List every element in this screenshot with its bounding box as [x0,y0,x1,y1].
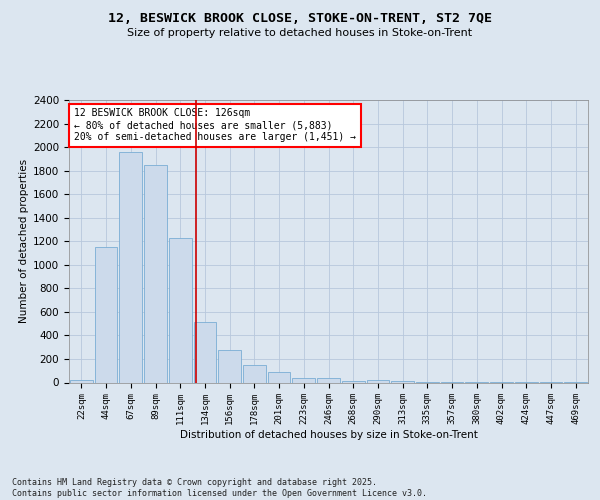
Bar [317,378,340,382]
Bar [367,380,389,382]
X-axis label: Distribution of detached houses by size in Stoke-on-Trent: Distribution of detached houses by size … [179,430,478,440]
Bar [342,380,365,382]
Text: 12, BESWICK BROOK CLOSE, STOKE-ON-TRENT, ST2 7QE: 12, BESWICK BROOK CLOSE, STOKE-ON-TRENT,… [108,12,492,26]
Bar [218,350,241,382]
Bar [268,372,290,382]
Bar [243,365,266,382]
Text: Contains HM Land Registry data © Crown copyright and database right 2025.
Contai: Contains HM Land Registry data © Crown c… [12,478,427,498]
Text: 12 BESWICK BROOK CLOSE: 126sqm
← 80% of detached houses are smaller (5,883)
20% : 12 BESWICK BROOK CLOSE: 126sqm ← 80% of … [74,108,356,142]
Bar [95,246,118,382]
Bar [70,380,93,382]
Bar [169,238,191,382]
Bar [194,322,216,382]
Text: Size of property relative to detached houses in Stoke-on-Trent: Size of property relative to detached ho… [127,28,473,38]
Bar [119,152,142,382]
Y-axis label: Number of detached properties: Number of detached properties [19,159,29,324]
Bar [144,164,167,382]
Bar [292,378,315,382]
